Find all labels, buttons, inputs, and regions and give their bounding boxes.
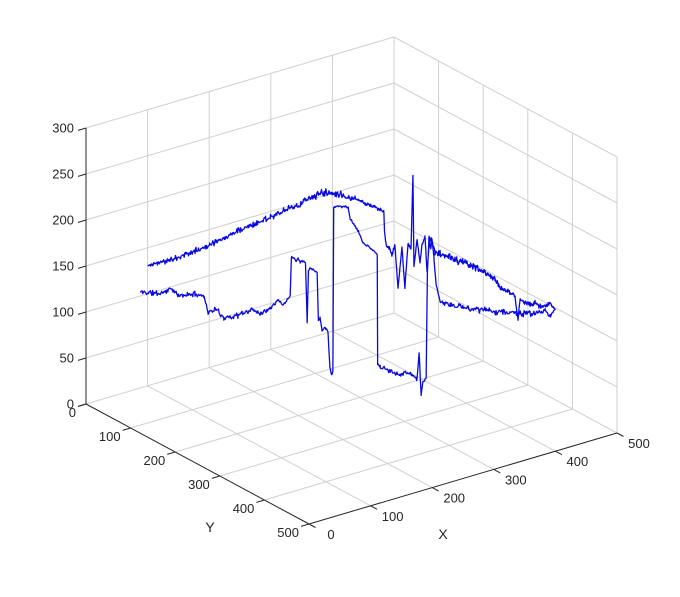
- y-tick-label: 100: [99, 429, 121, 444]
- x-tick: [616, 432, 624, 437]
- y-tick: [256, 499, 265, 503]
- x-tick-label: 500: [628, 436, 650, 451]
- y-tick-label: 200: [143, 453, 165, 468]
- y-tick: [167, 451, 176, 455]
- z-tick-label: 300: [52, 121, 74, 136]
- x-tick: [370, 505, 378, 510]
- z-tick-label: 150: [52, 259, 74, 274]
- y-tick: [122, 427, 131, 431]
- y-tick: [211, 475, 220, 479]
- y-tick: [300, 523, 310, 527]
- y-axis-label: Y: [205, 519, 215, 535]
- x-tick: [555, 450, 563, 456]
- z-tick-label: 200: [52, 213, 74, 228]
- z-tick: [77, 173, 87, 177]
- y-axis-line: [85, 403, 310, 525]
- z-tick-label: 250: [52, 167, 74, 182]
- x-tick: [493, 468, 501, 474]
- z-tick-label: 100: [52, 305, 74, 320]
- z-tick: [77, 357, 87, 361]
- x-axis-line: [308, 432, 618, 525]
- z-tick-label: 50: [60, 351, 74, 366]
- x-tick-label: 300: [505, 472, 527, 487]
- grid-lines: [85, 36, 618, 507]
- tick-marks: [77, 127, 624, 528]
- tick-labels: 0 50 100 150 200 250 300 0 100 200 300 400 500 0 100 20…: [52, 121, 650, 543]
- x-tick-label: 400: [567, 454, 589, 469]
- y-tick-label: 300: [188, 477, 210, 492]
- x-axis-label: X: [438, 526, 448, 542]
- y-tick-label: 0: [69, 405, 76, 420]
- y-tick: [77, 403, 87, 407]
- x-tick-label: 200: [443, 491, 465, 506]
- x-tick: [308, 523, 316, 528]
- z-tick: [77, 219, 87, 223]
- z-tick: [77, 265, 87, 269]
- x-tick-label: 0: [327, 527, 334, 542]
- y-tick-label: 500: [277, 525, 299, 540]
- z-tick-label: 0: [67, 397, 74, 412]
- x-tick: [431, 487, 439, 492]
- y-tick-label: 400: [233, 501, 255, 516]
- intensity-profile-line: [139, 174, 556, 397]
- x-tick-label: 100: [382, 509, 404, 524]
- z-tick: [77, 127, 87, 131]
- z-tick: [77, 311, 87, 315]
